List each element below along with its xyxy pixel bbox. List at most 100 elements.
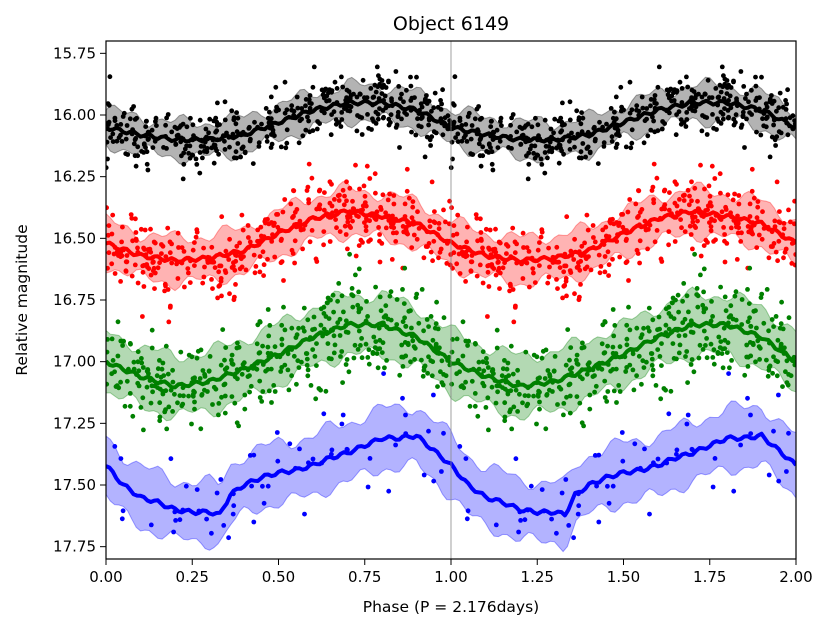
data-point bbox=[391, 193, 397, 198]
x-tick-label: 1.00 bbox=[434, 568, 467, 586]
data-point bbox=[295, 358, 301, 364]
data-point bbox=[738, 239, 744, 244]
data-point bbox=[322, 190, 327, 196]
data-point bbox=[306, 118, 311, 124]
data-point bbox=[402, 265, 408, 271]
data-point bbox=[700, 302, 706, 308]
data-point bbox=[200, 155, 205, 161]
data-point bbox=[490, 167, 496, 173]
data-point bbox=[650, 317, 656, 323]
data-point bbox=[322, 110, 327, 116]
data-point bbox=[204, 146, 210, 151]
data-point bbox=[687, 193, 692, 199]
data-point bbox=[728, 303, 734, 309]
data-point bbox=[745, 319, 751, 325]
data-point bbox=[412, 345, 418, 351]
data-point bbox=[617, 344, 623, 350]
data-point bbox=[376, 225, 381, 230]
data-point bbox=[250, 161, 256, 167]
data-point bbox=[381, 371, 386, 376]
data-point bbox=[356, 214, 361, 220]
data-point bbox=[337, 316, 343, 322]
data-point bbox=[565, 327, 571, 332]
data-point bbox=[167, 305, 173, 310]
data-point bbox=[120, 343, 125, 348]
data-point bbox=[659, 363, 664, 368]
data-point bbox=[493, 272, 499, 278]
data-point bbox=[561, 269, 567, 275]
data-point bbox=[614, 400, 619, 405]
data-point bbox=[511, 404, 517, 410]
data-point bbox=[705, 77, 711, 83]
data-point bbox=[738, 442, 743, 448]
data-point bbox=[734, 224, 739, 230]
data-point bbox=[559, 122, 565, 128]
data-point bbox=[219, 214, 225, 220]
data-point bbox=[198, 426, 204, 432]
data-point bbox=[441, 430, 446, 436]
data-point bbox=[216, 269, 222, 275]
data-point bbox=[399, 342, 405, 348]
data-point bbox=[559, 490, 565, 496]
data-point bbox=[332, 342, 338, 348]
data-point bbox=[692, 214, 698, 220]
data-point bbox=[128, 341, 133, 347]
data-point bbox=[240, 362, 246, 367]
y-tick-label: 17.25 bbox=[53, 414, 96, 432]
data-point bbox=[273, 84, 279, 90]
data-point bbox=[149, 345, 155, 351]
data-point bbox=[648, 97, 654, 102]
data-point bbox=[133, 163, 139, 169]
data-point bbox=[580, 115, 586, 121]
data-point bbox=[537, 240, 542, 246]
data-point bbox=[543, 143, 549, 149]
data-point bbox=[375, 116, 381, 122]
data-point bbox=[495, 145, 501, 151]
data-point bbox=[430, 337, 436, 343]
data-point bbox=[673, 132, 679, 138]
data-point bbox=[169, 129, 175, 135]
data-point bbox=[109, 336, 115, 342]
data-point bbox=[605, 249, 611, 255]
data-point bbox=[110, 139, 116, 145]
data-point bbox=[572, 291, 577, 297]
data-point bbox=[106, 156, 110, 162]
data-point bbox=[216, 283, 222, 289]
data-point bbox=[784, 358, 790, 364]
data-point bbox=[304, 362, 310, 368]
data-point bbox=[110, 212, 116, 218]
data-point bbox=[284, 140, 290, 146]
data-point bbox=[212, 265, 218, 270]
data-point bbox=[493, 226, 498, 232]
data-point bbox=[431, 238, 437, 244]
data-point bbox=[567, 117, 573, 123]
data-point bbox=[777, 90, 783, 96]
data-point bbox=[439, 101, 444, 107]
data-point bbox=[538, 156, 544, 162]
data-point bbox=[106, 165, 109, 171]
data-point bbox=[636, 188, 642, 194]
data-point bbox=[157, 260, 163, 266]
data-point bbox=[115, 353, 121, 359]
data-point bbox=[681, 281, 687, 286]
data-point bbox=[637, 238, 643, 244]
data-point bbox=[256, 144, 262, 149]
data-point bbox=[364, 299, 369, 304]
data-point bbox=[373, 339, 379, 344]
data-point bbox=[542, 376, 548, 381]
data-point bbox=[185, 266, 191, 271]
data-point bbox=[357, 186, 362, 192]
data-point bbox=[435, 104, 441, 110]
data-point bbox=[545, 368, 551, 373]
data-point bbox=[576, 155, 582, 161]
data-point bbox=[722, 232, 727, 237]
data-point bbox=[532, 155, 538, 161]
data-point bbox=[505, 243, 511, 249]
data-point bbox=[567, 99, 573, 105]
data-point bbox=[624, 322, 630, 328]
data-point bbox=[769, 317, 775, 322]
data-point bbox=[282, 327, 288, 333]
data-point bbox=[406, 195, 412, 201]
data-point bbox=[766, 364, 772, 370]
data-point bbox=[119, 239, 124, 245]
